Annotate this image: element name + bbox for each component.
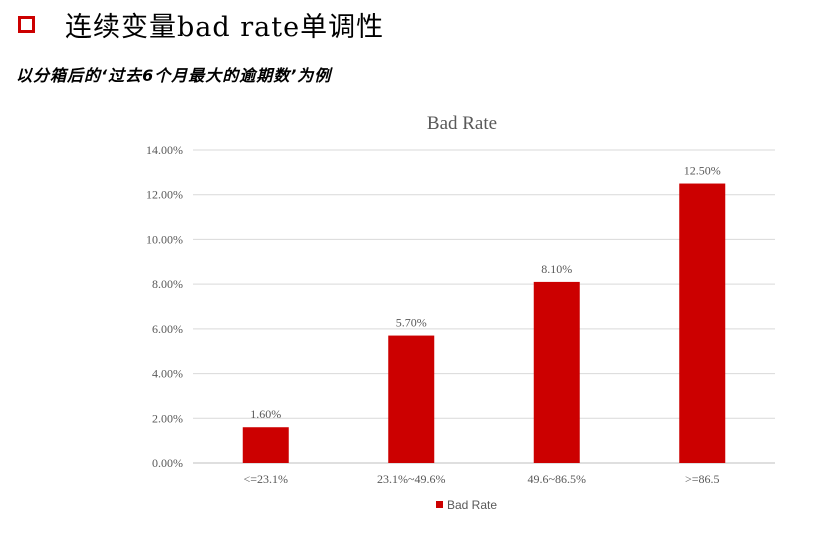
y-tick-label: 6.00%	[152, 322, 183, 336]
bar-data-label: 12.50%	[684, 164, 721, 178]
x-tick-label: >=86.5	[685, 472, 720, 486]
legend-swatch	[436, 501, 443, 508]
y-tick-label: 10.00%	[146, 232, 183, 246]
bar-data-labels: 1.60% 5.70% 8.10% 12.50%	[250, 164, 721, 422]
legend-label: Bad Rate	[447, 498, 497, 512]
x-tick-label: 23.1%~49.6%	[377, 472, 445, 486]
bar	[533, 281, 580, 463]
bar-data-label: 8.10%	[541, 262, 572, 276]
bars	[242, 183, 726, 463]
bad-rate-bar-chart: Bad Rate 0.00% 2.00% 4.00% 6.00% 8.00% 10.00%…	[146, 113, 775, 512]
y-tick-label: 4.00%	[152, 367, 183, 381]
y-tick-label: 8.00%	[152, 277, 183, 291]
y-axis-tick-labels: 0.00% 2.00% 4.00% 6.00% 8.00% 10.00% 12.00% 14.…	[146, 143, 183, 470]
bar	[242, 427, 289, 463]
y-tick-label: 14.00%	[146, 143, 183, 157]
slide-title: 连续变量bad rate单调性	[65, 11, 385, 43]
bar	[388, 335, 435, 463]
bar-data-label: 5.70%	[396, 316, 427, 330]
y-tick-label: 12.00%	[146, 188, 183, 202]
y-tick-label: 2.00%	[152, 411, 183, 425]
hollow-square-bullet-icon	[18, 15, 35, 33]
x-tick-label: 49.6~86.5%	[528, 472, 587, 486]
bar	[679, 183, 726, 463]
y-tick-label: 0.00%	[152, 456, 183, 470]
slide-heading: 连续变量bad rate单调性	[18, 6, 385, 43]
chart-title: Bad Rate	[427, 113, 497, 134]
slide-subtitle: 以分箱后的‘过去6个月最大的逾期数’为例	[16, 66, 332, 85]
x-axis-tick-labels: <=23.1% 23.1%~49.6% 49.6~86.5% >=86.5	[243, 472, 719, 486]
x-tick-label: <=23.1%	[243, 472, 288, 486]
legend: Bad Rate	[436, 498, 497, 512]
gridlines	[193, 149, 775, 464]
bar-data-label: 1.60%	[250, 407, 281, 421]
